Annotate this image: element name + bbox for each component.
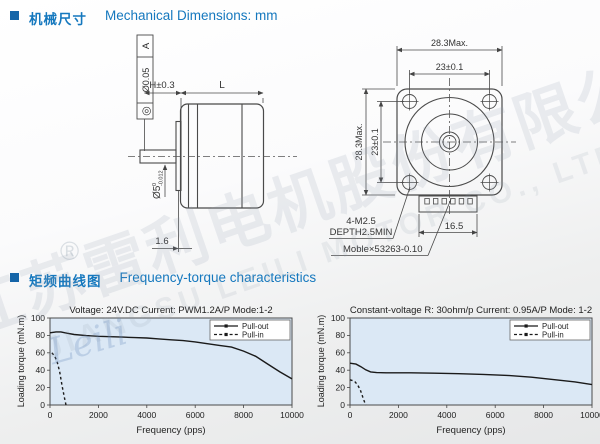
section-title-en: Frequency-torque characteristics: [119, 270, 317, 285]
screw-note-line1: 4-M2.5: [346, 216, 376, 227]
svg-text:Pull-out: Pull-out: [242, 322, 269, 331]
svg-text:60: 60: [36, 348, 46, 358]
svg-text:20: 20: [336, 382, 346, 392]
dim-flange-label: 1.6: [155, 236, 168, 247]
svg-text:4000: 4000: [437, 410, 456, 420]
svg-text:10000: 10000: [280, 410, 304, 420]
svg-text:Pull-out: Pull-out: [542, 322, 569, 331]
dim-hole-pitch-v-label: 23±0.1: [370, 128, 380, 155]
section-title-zh: 矩频曲线图: [29, 274, 102, 289]
svg-text:80: 80: [36, 330, 46, 340]
svg-text:80: 80: [336, 330, 346, 340]
svg-text:0: 0: [48, 410, 53, 420]
chart-ylabel: Loading torque (mN.m): [316, 315, 326, 408]
svg-text:2000: 2000: [389, 410, 408, 420]
tolerance-datum: A: [141, 42, 152, 49]
svg-text:8000: 8000: [234, 410, 253, 420]
svg-text:100: 100: [31, 313, 45, 323]
dim-h-label: H±0.3: [149, 80, 174, 91]
section-header-torque: 矩频曲线图 Frequency-torque characteristics: [10, 270, 316, 290]
svg-text:4000: 4000: [137, 410, 156, 420]
svg-text:6000: 6000: [486, 410, 505, 420]
chart-plot: 0 20 40 60 80 100 0 2000 4000 6000 8000 10000 Pull-o…: [331, 313, 600, 420]
svg-text:20: 20: [36, 382, 46, 392]
bullet-square-icon: [10, 273, 19, 282]
torque-chart-constant-voltage: Constant-voltage R: 30ohm/p Current: 0.9…: [314, 302, 600, 444]
section-title-en: Mechanical Dimensions: mm: [105, 8, 278, 23]
svg-text:0: 0: [340, 400, 345, 410]
section-header-mechanical: 机械尺寸 Mechanical Dimensions: mm: [10, 8, 278, 28]
mechanical-drawing: ◎ Ø0.05 A H±0.3 L 1.6: [128, 34, 516, 256]
dim-connector-label: 16.5: [445, 221, 464, 232]
dim-shaft-label: Ø5: [152, 185, 163, 199]
screw-note-line2: DEPTH2.5MIN: [330, 227, 393, 238]
dim-hole-pitch-h-label: 23±0.1: [436, 62, 463, 72]
svg-text:10000: 10000: [580, 410, 600, 420]
svg-text:40: 40: [36, 365, 46, 375]
svg-text:60: 60: [336, 348, 346, 358]
chart-title: Constant-voltage R: 30ohm/p Current: 0.9…: [350, 305, 592, 316]
svg-text:Pull-in: Pull-in: [242, 330, 264, 339]
connector: [418, 195, 478, 213]
shaft-tol-lower: -0.012: [159, 170, 165, 186]
svg-text:Pull-in: Pull-in: [542, 330, 564, 339]
front-view: 28.3Max. 23±0.1 28.3Max. 23±0.1: [329, 38, 516, 256]
svg-text:8000: 8000: [534, 410, 553, 420]
dim-l-label: L: [219, 80, 225, 91]
svg-text:0: 0: [40, 400, 45, 410]
tolerance-value: Ø0.05: [141, 68, 151, 93]
side-view: ◎ Ø0.05 A H±0.3 L 1.6: [128, 34, 297, 252]
svg-text:6000: 6000: [186, 410, 205, 420]
bullet-square-icon: [10, 11, 19, 20]
svg-text:0: 0: [348, 410, 353, 420]
tolerance-symbol: ◎: [141, 106, 153, 116]
dim-width-max-label: 28.3Max.: [431, 38, 468, 48]
chart-ylabel: Loading torque (mN.m): [16, 315, 26, 408]
chart-plot: 0 20 40 60 80 100 0 2000 4000 6000 8000 10000 Pull-o…: [31, 313, 304, 420]
svg-text:2000: 2000: [89, 410, 108, 420]
svg-text:100: 100: [331, 313, 345, 323]
dim-height-max-label: 28.3Max.: [354, 123, 364, 160]
section-title-zh: 机械尺寸: [29, 12, 87, 27]
shaft-tol-upper: 0: [152, 183, 158, 186]
chart-xlabel: Frequency (pps): [136, 425, 205, 436]
chart-title: Voltage: 24V.DC Current: PWM1.2A/P Mode:…: [69, 305, 272, 316]
connector-note: Moble×53263-0.10: [343, 244, 423, 255]
torque-chart-pwm: Voltage: 24V.DC Current: PWM1.2A/P Mode:…: [14, 302, 314, 444]
chart-xlabel: Frequency (pps): [436, 425, 505, 436]
svg-text:40: 40: [336, 365, 346, 375]
